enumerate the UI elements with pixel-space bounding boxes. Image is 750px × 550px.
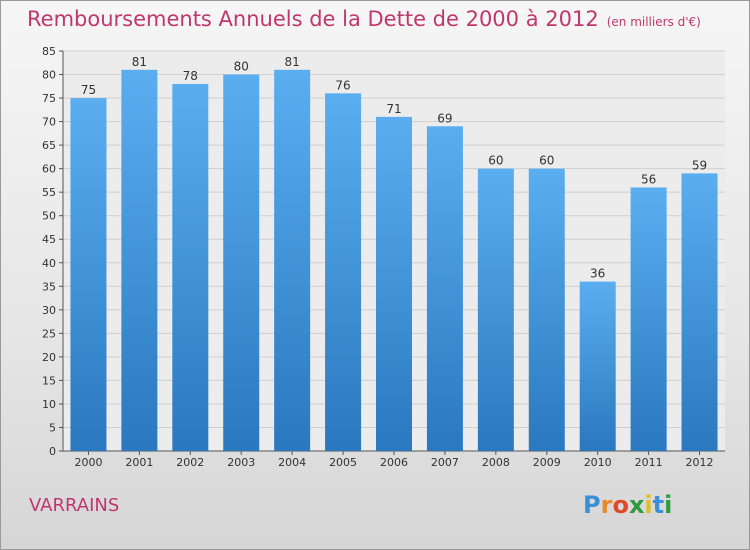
- x-tick-label: 2007: [431, 456, 459, 469]
- y-tick-label: 75: [42, 92, 56, 105]
- chart-title-text: Remboursements Annuels de la Dette de 20…: [27, 7, 599, 31]
- y-tick-label: 30: [42, 304, 56, 317]
- data-label: 56: [641, 172, 656, 186]
- bar-2001: [121, 69, 158, 451]
- x-tick-label: 2002: [176, 456, 204, 469]
- x-tick-label: 2000: [74, 456, 102, 469]
- logo-letter: o: [612, 491, 629, 519]
- data-label: 36: [590, 267, 605, 281]
- bar-2002: [172, 83, 209, 452]
- x-tick-label: 2011: [635, 456, 663, 469]
- y-tick-label: 45: [42, 233, 56, 246]
- bar-2010: [579, 281, 616, 451]
- bar-2011: [630, 187, 667, 451]
- data-label: 75: [81, 83, 96, 97]
- y-tick-label: 0: [49, 445, 56, 458]
- data-label: 60: [488, 154, 503, 168]
- data-label: 76: [335, 78, 350, 92]
- y-tick-label: 65: [42, 139, 56, 152]
- y-tick-label: 25: [42, 327, 56, 340]
- data-label: 71: [386, 102, 401, 116]
- logo-letter: r: [600, 491, 613, 519]
- bar-2000: [70, 98, 107, 451]
- y-tick-label: 55: [42, 186, 56, 199]
- x-tick-label: 2005: [329, 456, 357, 469]
- data-label: 78: [183, 69, 198, 83]
- bar-2009: [528, 168, 565, 451]
- bar-2006: [376, 116, 412, 451]
- logo-letter: i: [644, 491, 653, 519]
- data-label: 81: [285, 55, 300, 69]
- y-tick-label: 70: [42, 116, 56, 129]
- data-label: 69: [437, 111, 452, 125]
- x-tick-label: 2009: [533, 456, 561, 469]
- x-tick-label: 2008: [482, 456, 510, 469]
- y-tick-label: 80: [42, 69, 56, 82]
- chart-subtitle: (en milliers d'€): [606, 15, 701, 29]
- data-label: 80: [234, 60, 249, 74]
- x-tick-label: 2003: [227, 456, 255, 469]
- y-tick-label: 20: [42, 351, 56, 364]
- data-label: 81: [132, 55, 147, 69]
- x-tick-label: 2004: [278, 456, 306, 469]
- y-tick-label: 5: [49, 421, 56, 434]
- x-tick-label: 2010: [584, 456, 612, 469]
- data-label: 59: [692, 158, 707, 172]
- x-tick-label: 2012: [686, 456, 714, 469]
- bar-2008: [477, 168, 514, 451]
- proxiti-logo: Proxiti: [583, 491, 672, 519]
- x-tick-label: 2001: [125, 456, 153, 469]
- logo-letter: x: [628, 491, 645, 519]
- bar-2012: [681, 173, 718, 451]
- logo-letter: i: [664, 491, 673, 519]
- bar-2003: [223, 74, 260, 451]
- y-tick-label: 50: [42, 210, 56, 223]
- y-tick-label: 40: [42, 257, 56, 270]
- bar-2007: [426, 126, 463, 451]
- y-tick-label: 35: [42, 280, 56, 293]
- x-tick-label: 2006: [380, 456, 408, 469]
- y-tick-label: 15: [42, 374, 56, 387]
- y-tick-label: 10: [42, 398, 56, 411]
- bar-2005: [325, 93, 362, 452]
- y-tick-label: 60: [42, 163, 56, 176]
- bar-2004: [274, 69, 311, 451]
- logo-letter: t: [652, 491, 665, 519]
- y-tick-label: 85: [42, 45, 56, 58]
- place-name: VARRAINS: [29, 495, 120, 516]
- logo-letter: P: [583, 491, 601, 519]
- data-label: 60: [539, 154, 554, 168]
- chart-title: Remboursements Annuels de la Dette de 20…: [27, 7, 701, 31]
